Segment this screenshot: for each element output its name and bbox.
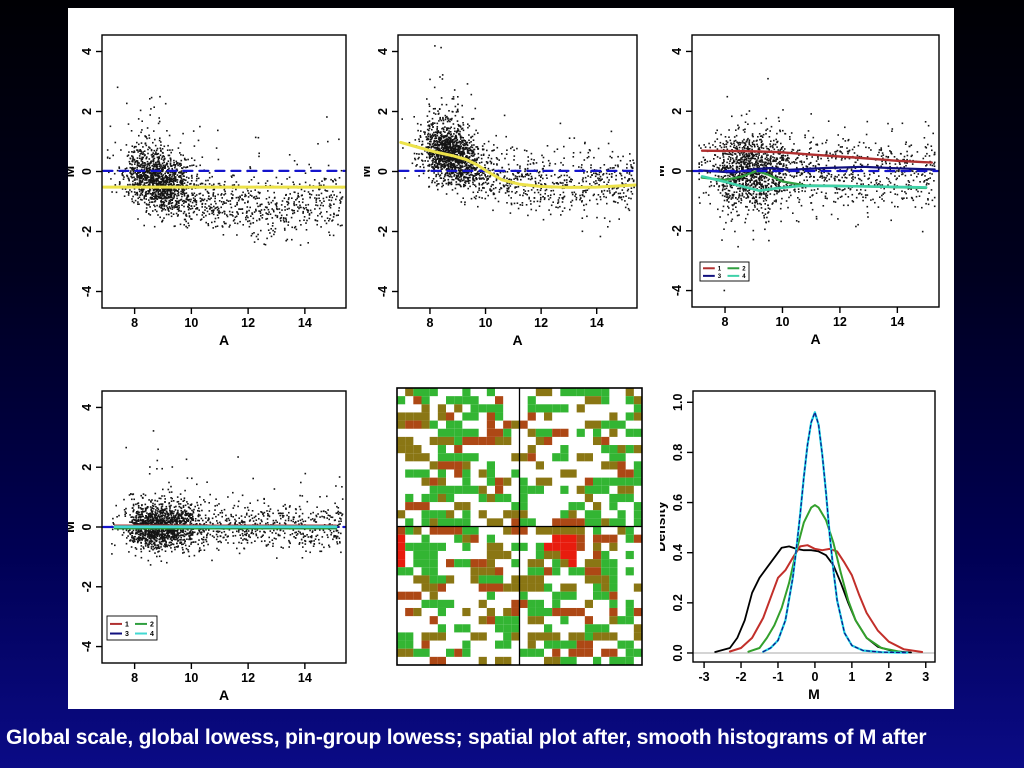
svg-text:0: 0: [376, 168, 390, 175]
ma-global-lowess-svg: 8 10 12 14 -4 -2 0 2 4 A M: [364, 34, 638, 348]
ma-plot-global-scale: 8 10 12 14 -4 -2 0 2 4 A M: [68, 8, 364, 352]
svg-text:10: 10: [479, 316, 493, 330]
svg-text:M: M: [68, 166, 77, 178]
svg-text:-2: -2: [80, 226, 94, 237]
svg-text:2: 2: [80, 108, 94, 115]
svg-text:A: A: [219, 332, 229, 348]
svg-text:8: 8: [426, 316, 433, 330]
svg-text:0: 0: [80, 168, 94, 175]
svg-text:-4: -4: [376, 286, 390, 297]
svg-text:4: 4: [80, 48, 94, 55]
slide-caption: Global scale, global lowess, pin-group l…: [6, 726, 927, 749]
svg-text:14: 14: [298, 316, 312, 330]
svg-text:12: 12: [241, 316, 255, 330]
spatial-heatmap-plot: [364, 352, 660, 709]
ma-global-scale-svg: 8 10 12 14 -4 -2 0 2 4 A M: [68, 34, 347, 348]
svg-text:2: 2: [376, 108, 390, 115]
svg-text:-4: -4: [80, 286, 94, 297]
svg-text:M: M: [364, 166, 373, 178]
svg-text:12: 12: [534, 316, 548, 330]
svg-text:-2: -2: [376, 226, 390, 237]
density-plot: -3 -2 -1 0 1 2 3 0.0 0.2 0.4 0.6 0.8 1.0 M Density: [660, 352, 954, 709]
spatial-plot-after-svg: [396, 387, 643, 666]
svg-text:8: 8: [131, 316, 138, 330]
svg-text:10: 10: [184, 316, 198, 330]
svg-text:14: 14: [590, 316, 604, 330]
svg-text:4: 4: [376, 48, 390, 55]
svg-text:A: A: [512, 332, 522, 348]
figure-panel: 8 10 12 14 -4 -2 0 2 4 A M 8 10 12 14 -4 -2 0 2 4 A M 810121…: [68, 8, 954, 709]
ma-plot-global-lowess: 8 10 12 14 -4 -2 0 2 4 A M: [364, 8, 660, 352]
